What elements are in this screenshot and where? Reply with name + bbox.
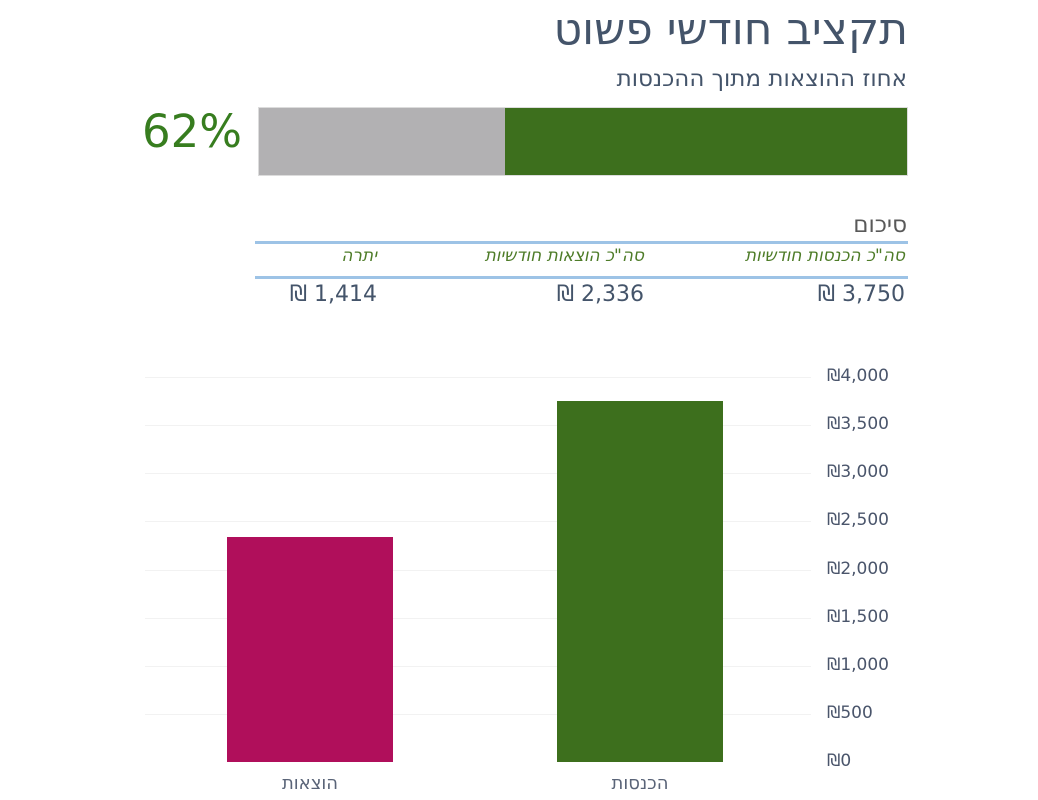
chart-gridline (145, 618, 811, 619)
chart-gridline (145, 425, 811, 426)
summary-header-row: סה"כ הכנסות חודשיות סה"כ הוצאות חודשיות … (255, 246, 908, 274)
summary-value-row: ₪ 3,750 ₪ 2,336 ₪ 1,414 (255, 282, 908, 316)
y-axis-tick-label: ₪1,000 (827, 655, 889, 675)
chart-gridline (145, 377, 811, 378)
y-axis-tick-label: ₪2,500 (827, 510, 889, 530)
summary-heading: סיכום (853, 212, 907, 238)
x-axis-category-label: הוצאות (281, 773, 339, 794)
value-total-income[interactable]: ₪ 3,750 (817, 282, 905, 307)
x-axis-category-label: הכנסות (611, 773, 669, 794)
header-balance[interactable]: יתרה (341, 246, 377, 266)
y-axis-tick-label: ₪4,000 (827, 366, 889, 386)
expense-ratio-progressbar[interactable] (258, 107, 908, 176)
chart-gridline (145, 570, 811, 571)
chart-gridline (145, 666, 811, 667)
y-axis-tick-label: ₪2,000 (827, 559, 889, 579)
summary-divider-top (255, 241, 908, 244)
chart-gridline (145, 473, 811, 474)
y-axis-tick-label: ₪1,500 (827, 607, 889, 627)
page-title: תקציב חודשי פשוט (553, 4, 908, 55)
chart-gridline (145, 714, 811, 715)
chart-gridline (145, 521, 811, 522)
summary-divider-bottom (255, 276, 908, 279)
y-axis-tick-label: ₪3,500 (827, 414, 889, 434)
y-axis-tick-label: ₪0 (827, 751, 852, 771)
bar-income[interactable] (557, 401, 723, 762)
progress-chart-subtitle: אחוז ההוצאות מתוך ההכנסות (616, 66, 907, 92)
bar-expenses[interactable] (227, 537, 393, 762)
expense-ratio-percent-label: 62% (142, 105, 243, 158)
progressbar-fill (505, 108, 907, 175)
value-total-expenses[interactable]: ₪ 2,336 (556, 282, 644, 307)
y-axis-tick-label: ₪3,000 (827, 462, 889, 482)
y-axis-tick-label: ₪500 (827, 703, 873, 723)
header-total-expenses[interactable]: סה"כ הוצאות חודשיות (484, 246, 644, 266)
header-total-income[interactable]: סה"כ הכנסות חודשיות (744, 246, 905, 266)
value-balance[interactable]: ₪ 1,414 (289, 282, 377, 307)
